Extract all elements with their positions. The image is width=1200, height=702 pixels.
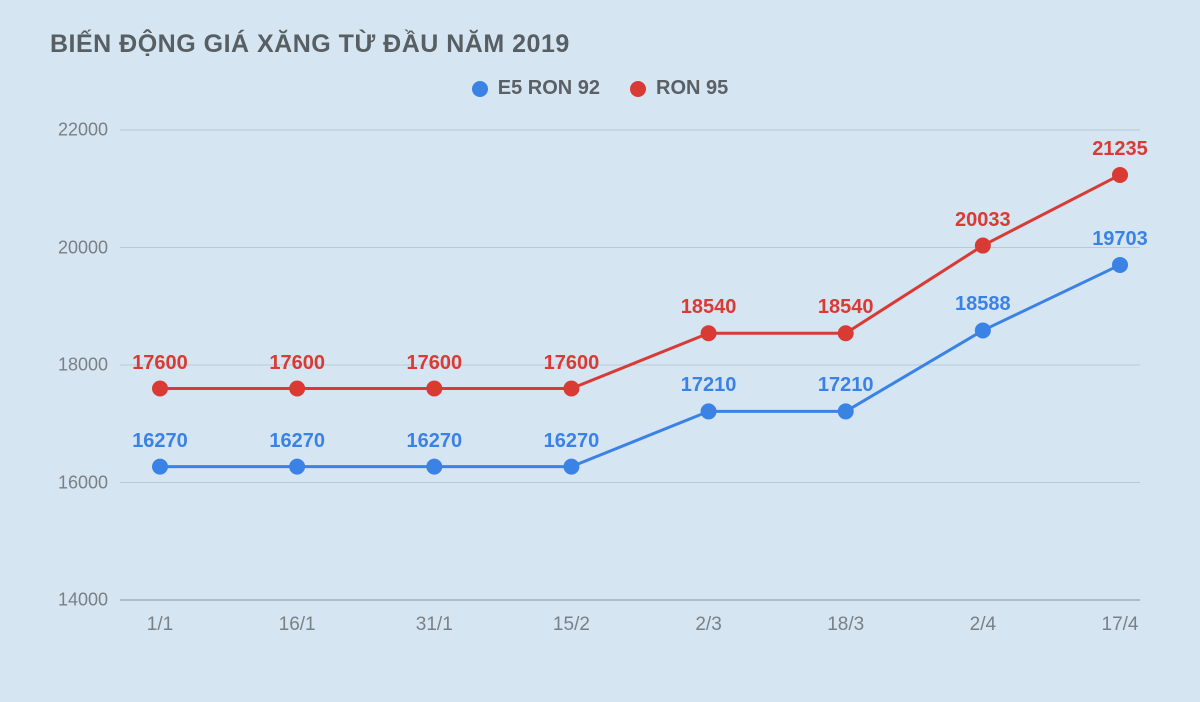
x-axis-tick-label: 18/3 <box>827 600 864 636</box>
x-axis-tick-label: 1/1 <box>147 600 173 636</box>
data-point-label: 16270 <box>406 430 462 453</box>
data-point-label: 16270 <box>269 430 325 453</box>
x-axis-tick-label: 31/1 <box>416 600 453 636</box>
chart-container: BIẾN ĐỘNG GIÁ XĂNG TỪ ĐẦU NĂM 2019 E5 RO… <box>0 0 1200 702</box>
y-axis-tick-label: 16000 <box>58 472 120 493</box>
data-point-label: 17600 <box>406 352 462 375</box>
chart-title: BIẾN ĐỘNG GIÁ XĂNG TỪ ĐẦU NĂM 2019 <box>50 30 1160 59</box>
y-axis-tick-label: 14000 <box>58 590 120 611</box>
y-axis-tick-label: 22000 <box>58 120 120 141</box>
legend-item-e5-ron-92: E5 RON 92 <box>472 77 600 100</box>
legend-label: E5 RON 92 <box>498 77 600 100</box>
data-point-label: 16270 <box>132 430 188 453</box>
data-point-label: 18540 <box>681 296 737 319</box>
legend-dot-icon <box>630 81 646 97</box>
chart-svg <box>120 110 1140 650</box>
data-point-label: 18540 <box>818 296 874 319</box>
x-axis-tick-label: 16/1 <box>279 600 316 636</box>
legend: E5 RON 92 RON 95 <box>40 77 1160 100</box>
x-axis-tick-label: 2/4 <box>970 600 996 636</box>
legend-label: RON 95 <box>656 77 728 100</box>
plot-area: 14000160001800020000220001/116/131/115/2… <box>120 110 1140 650</box>
x-axis-tick-label: 2/3 <box>695 600 721 636</box>
x-axis-tick-label: 17/4 <box>1102 600 1139 636</box>
y-axis-tick-label: 18000 <box>58 355 120 376</box>
data-point-label: 17600 <box>269 352 325 375</box>
legend-dot-icon <box>472 81 488 97</box>
data-point-label: 17600 <box>132 352 188 375</box>
x-axis-tick-label: 15/2 <box>553 600 590 636</box>
data-point-label: 19703 <box>1092 228 1148 251</box>
data-point-label: 21235 <box>1092 138 1148 161</box>
y-axis-tick-label: 20000 <box>58 237 120 258</box>
data-point-label: 20033 <box>955 209 1011 232</box>
data-point-label: 17600 <box>544 352 600 375</box>
data-point-label: 16270 <box>544 430 600 453</box>
legend-item-ron-95: RON 95 <box>630 77 728 100</box>
data-point-label: 18588 <box>955 293 1011 316</box>
data-point-label: 17210 <box>818 374 874 397</box>
data-point-label: 17210 <box>681 374 737 397</box>
